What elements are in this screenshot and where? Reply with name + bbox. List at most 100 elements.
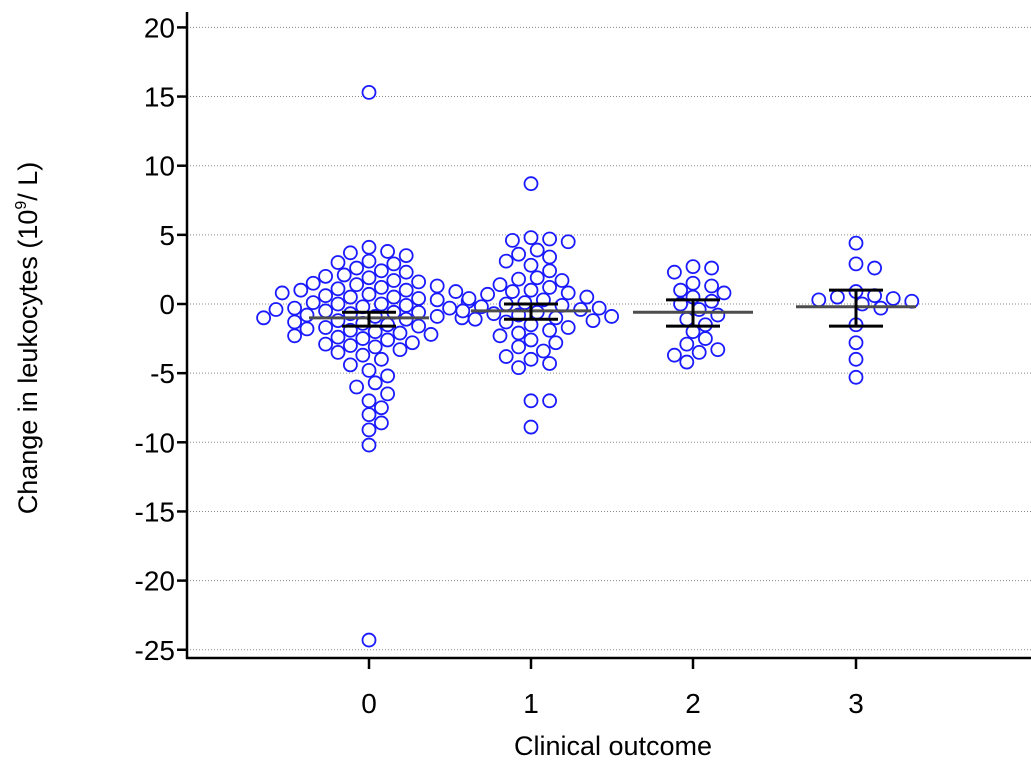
- data-point: [486, 306, 502, 322]
- data-point: [318, 320, 334, 335]
- data-point: [361, 407, 377, 423]
- data-point: [691, 345, 707, 360]
- data-point: [448, 284, 464, 299]
- data-point: [691, 302, 707, 317]
- data-point: [848, 335, 864, 351]
- data-point: [373, 400, 389, 416]
- data-point: [361, 253, 377, 269]
- data-point: [811, 292, 827, 308]
- data-point: [542, 231, 557, 247]
- data-point: [268, 302, 284, 317]
- data-point: [398, 248, 414, 263]
- data-point: [305, 295, 321, 311]
- data-point: [429, 292, 445, 308]
- summary-lines: [309, 288, 916, 328]
- data-point: [591, 300, 607, 316]
- data-point: [560, 234, 576, 250]
- data-point: [287, 328, 303, 344]
- y-axis-title-superscript: 9: [13, 201, 30, 210]
- data-point: [361, 239, 377, 255]
- data-point: [716, 285, 732, 301]
- data-point: [342, 357, 358, 373]
- y-tick-label: 15: [144, 82, 175, 113]
- data-point: [293, 282, 309, 298]
- data-point: [287, 300, 303, 316]
- data-point: [542, 249, 557, 265]
- data-point: [380, 332, 396, 348]
- data-point: [373, 280, 389, 295]
- data-point: [492, 328, 508, 344]
- data-point: [498, 253, 514, 269]
- data-point: [511, 246, 526, 262]
- data-point: [274, 285, 290, 301]
- y-tick-label: -15: [135, 496, 175, 527]
- data-point: [511, 271, 526, 287]
- y-tick-label: 0: [159, 289, 175, 320]
- data-point: [667, 264, 682, 280]
- data-point: [342, 245, 358, 261]
- data-point: [380, 368, 396, 384]
- data-point: [398, 282, 414, 298]
- data-point: [411, 318, 427, 334]
- data-point: [386, 273, 402, 288]
- data-point: [411, 274, 427, 290]
- data-point: [685, 275, 701, 291]
- data-point: [523, 257, 539, 273]
- data-point: [542, 322, 557, 338]
- data-point: [330, 345, 346, 360]
- data-point: [373, 415, 389, 431]
- data-point: [404, 335, 420, 351]
- data-point: [367, 375, 383, 391]
- data-point: [480, 286, 496, 302]
- x-axis-title: Clinical outcome: [514, 731, 712, 761]
- grid-lines: [187, 26, 1031, 651]
- data-point: [373, 296, 389, 312]
- x-axis: 0 1 2 3: [186, 656, 1031, 719]
- data-point: [429, 309, 445, 324]
- data-point: [256, 310, 272, 326]
- y-axis: 20 15 10 5 0 -5 -10 -15 -20 -25: [135, 12, 189, 666]
- x-tick-label: 3: [848, 688, 864, 719]
- data-points: [256, 85, 920, 648]
- data-point: [318, 303, 334, 319]
- data-point: [523, 393, 539, 409]
- data-point: [604, 309, 619, 324]
- data-point: [536, 343, 551, 359]
- data-point: [585, 313, 601, 328]
- data-point: [704, 278, 719, 294]
- y-tick-label: 20: [144, 12, 175, 43]
- data-point: [349, 277, 365, 293]
- data-point: [679, 336, 695, 352]
- data-point: [673, 282, 688, 298]
- data-point: [548, 335, 564, 351]
- data-point: [523, 419, 539, 435]
- data-point: [554, 273, 570, 288]
- data-point: [505, 284, 520, 299]
- y-tick-label: 10: [144, 151, 175, 182]
- data-point: [710, 342, 726, 358]
- data-point: [349, 260, 365, 276]
- data-point: [461, 291, 477, 306]
- data-point: [305, 275, 321, 291]
- data-point: [523, 351, 539, 367]
- data-point: [318, 268, 334, 284]
- data-point: [542, 393, 557, 409]
- data-point: [511, 325, 526, 341]
- data-point: [392, 342, 408, 358]
- data-point: [467, 311, 483, 327]
- data-point: [361, 362, 377, 378]
- data-point: [542, 263, 557, 279]
- data-point: [392, 325, 408, 341]
- data-point: [299, 321, 315, 337]
- data-point: [455, 303, 471, 319]
- data-point: [361, 437, 377, 453]
- data-point: [318, 288, 334, 304]
- data-point: [511, 360, 526, 376]
- data-point: [318, 336, 334, 352]
- data-point: [373, 351, 389, 367]
- data-point: [498, 314, 514, 330]
- data-point: [529, 270, 545, 286]
- data-point: [380, 386, 396, 402]
- data-point: [704, 260, 719, 276]
